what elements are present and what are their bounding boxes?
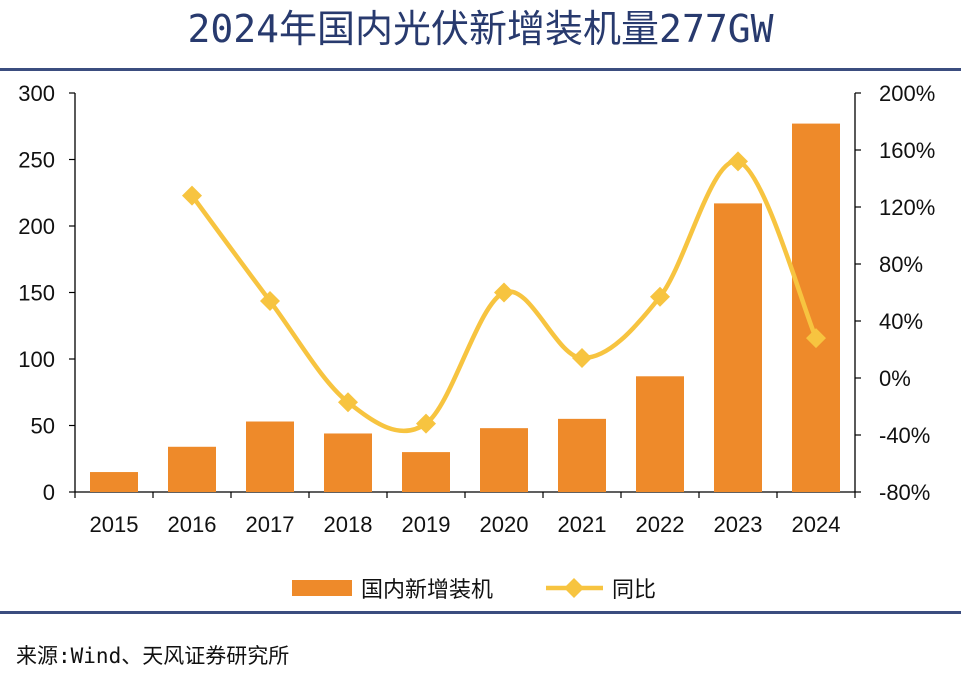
bar-2015 (90, 472, 138, 492)
bar-2020 (480, 428, 528, 492)
right-axis-tick-label: 200% (879, 81, 935, 106)
legend-bar-swatch (292, 580, 352, 596)
bar-2016 (168, 446, 216, 492)
yoy-marker-2020 (494, 282, 514, 303)
yoy-marker-2023 (728, 151, 748, 172)
x-axis-tick-label: 2020 (480, 512, 529, 537)
legend-line-label: 同比 (612, 578, 656, 603)
legend-bar-label: 国内新增装机 (361, 578, 493, 603)
x-axis-tick-label: 2024 (792, 512, 841, 537)
x-axis-tick-label: 2018 (324, 512, 373, 537)
yoy-marker-2016 (182, 185, 202, 206)
left-axis-tick-label: 200 (18, 214, 55, 239)
bar-2021 (558, 418, 606, 492)
left-axis-tick-label: 100 (18, 347, 55, 372)
right-axis-tick-label: 80% (879, 252, 923, 277)
yoy-marker-2024 (806, 328, 826, 349)
x-axis-tick-label: 2017 (246, 512, 295, 537)
yoy-marker-2018 (338, 392, 358, 413)
source-note: 来源:Wind、天风证券研究所 (16, 644, 290, 668)
bar-2023 (714, 203, 762, 492)
left-axis-tick-label: 150 (18, 281, 55, 306)
x-axis-tick-label: 2019 (402, 512, 451, 537)
combo-chart: 0 50 100 150 200 250 300 -80% -40% 0% 40% 80% 120% 16… (18, 81, 935, 603)
legend-line-marker (564, 578, 584, 598)
chart-title: 2024年国内光伏新增装机量277GW (187, 7, 774, 51)
right-axis-tick-label: 120% (879, 195, 935, 220)
x-axis-tick-label: 2022 (636, 512, 685, 537)
top-divider (0, 68, 961, 71)
x-axis-tick-label: 2015 (90, 512, 139, 537)
yoy-marker-2019 (416, 413, 436, 434)
bar-2017 (246, 421, 294, 492)
bottom-divider (0, 611, 961, 614)
yoy-marker-2022 (650, 286, 670, 307)
right-axis-tick-label: 40% (879, 309, 923, 334)
bar-2019 (402, 452, 450, 492)
right-axis-tick-label: 160% (879, 138, 935, 163)
bar-2022 (636, 376, 684, 492)
yoy-marker-2017 (260, 291, 280, 312)
x-axis-tick-label: 2023 (714, 512, 763, 537)
left-axis-tick-label: 0 (43, 480, 55, 505)
right-axis-tick-label: -80% (879, 480, 930, 505)
yoy-marker-2021 (572, 348, 592, 369)
left-axis-tick-label: 50 (31, 414, 55, 439)
left-axis-tick-label: 250 (18, 148, 55, 173)
left-axis-tick-label: 300 (18, 81, 55, 106)
x-axis-tick-label: 2016 (168, 512, 217, 537)
x-axis-tick-label: 2021 (558, 512, 607, 537)
bar-2018 (324, 433, 372, 492)
right-axis-tick-label: 0% (879, 366, 911, 391)
bar-2024 (792, 123, 840, 492)
right-axis-tick-label: -40% (879, 423, 930, 448)
